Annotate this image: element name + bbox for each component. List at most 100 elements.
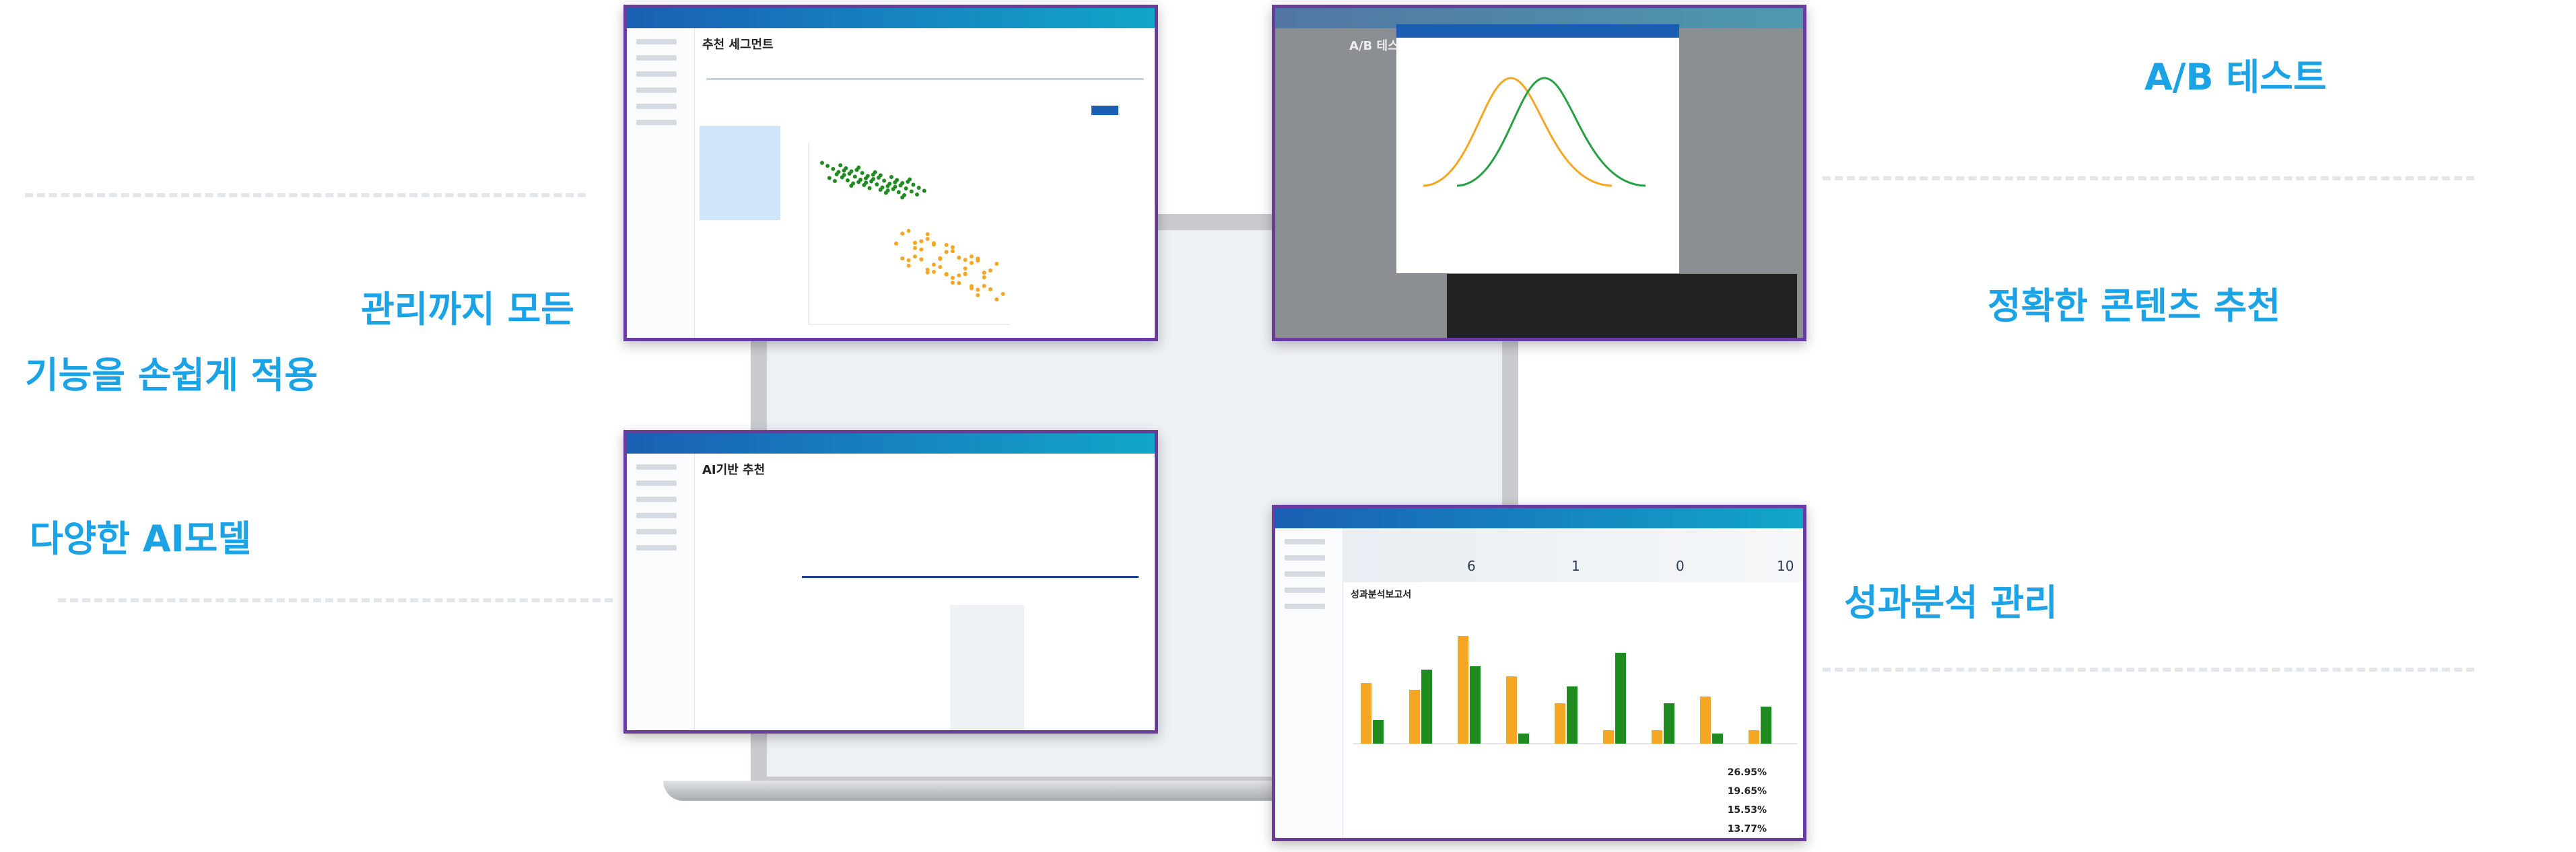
dot bbox=[919, 257, 924, 262]
dot bbox=[994, 297, 999, 301]
dot bbox=[854, 168, 859, 172]
bar bbox=[1506, 676, 1517, 744]
headline: 관리까지 모든 bbox=[361, 288, 574, 330]
dot bbox=[970, 254, 974, 259]
dot bbox=[871, 172, 875, 177]
dot bbox=[834, 172, 839, 176]
dot bbox=[833, 179, 837, 183]
screen-title: AI기반 추천 bbox=[702, 463, 766, 477]
screen-title: 추천 세그먼트 bbox=[702, 38, 774, 52]
dot bbox=[842, 168, 846, 173]
screen-title: 성과분석보고서 bbox=[1351, 590, 1412, 600]
headline: 다양한 AI모델 bbox=[30, 518, 252, 560]
stat-value: 6 bbox=[1467, 558, 1476, 574]
rate: 19.65% bbox=[1727, 786, 1767, 797]
dot bbox=[906, 180, 910, 184]
dot bbox=[885, 184, 890, 188]
dot bbox=[976, 258, 980, 263]
bar bbox=[1761, 707, 1771, 744]
button[interactable] bbox=[1091, 106, 1118, 115]
dot bbox=[856, 180, 861, 184]
dot bbox=[900, 256, 905, 261]
dot bbox=[894, 242, 898, 246]
stat-row bbox=[1343, 528, 1803, 582]
dot bbox=[938, 256, 943, 260]
dot bbox=[869, 179, 874, 184]
dot bbox=[911, 182, 916, 187]
dot bbox=[913, 240, 917, 245]
app-header bbox=[1275, 508, 1803, 528]
dot bbox=[878, 188, 883, 192]
screen-title: A/B 테스트 bbox=[1349, 39, 1411, 53]
dot bbox=[925, 232, 930, 237]
report-screen: 6 1 0 10 성과분석보고서 26.95% 19.65% 15.53% 13… bbox=[1272, 505, 1806, 841]
bar bbox=[1749, 730, 1759, 744]
bar bbox=[1518, 734, 1529, 744]
bar bbox=[1664, 703, 1674, 744]
dot bbox=[849, 184, 854, 188]
dot bbox=[951, 245, 955, 250]
dot bbox=[944, 250, 949, 254]
dot bbox=[944, 272, 949, 277]
list-panel bbox=[700, 126, 780, 220]
dot bbox=[916, 186, 921, 190]
dot bbox=[883, 190, 888, 195]
sidebar bbox=[1275, 528, 1343, 838]
dot bbox=[862, 183, 867, 187]
dot bbox=[852, 174, 857, 179]
dot bbox=[847, 172, 852, 176]
dot bbox=[932, 269, 936, 274]
dot bbox=[970, 260, 974, 265]
dot bbox=[877, 176, 881, 180]
bar bbox=[1567, 686, 1578, 744]
headline: 기능을 손쉽게 적용 bbox=[25, 354, 318, 396]
scatter-plot bbox=[808, 143, 1011, 325]
dot bbox=[831, 167, 836, 171]
thumbnails bbox=[1447, 274, 1797, 338]
app-header bbox=[627, 8, 1155, 28]
dot bbox=[919, 247, 924, 252]
headline: 정확한 콘텐츠 추천 bbox=[1988, 285, 2281, 327]
dot bbox=[820, 161, 824, 165]
dot bbox=[904, 186, 908, 190]
ab-test-screen: A/B 테스트 bbox=[1272, 5, 1806, 341]
dot bbox=[957, 281, 961, 285]
dot bbox=[906, 263, 911, 268]
dot bbox=[900, 195, 905, 200]
dot bbox=[922, 188, 926, 193]
dot bbox=[951, 249, 955, 254]
dot bbox=[867, 186, 872, 190]
bar bbox=[1470, 666, 1481, 744]
app-header bbox=[627, 433, 1155, 454]
dot bbox=[860, 171, 865, 175]
dot bbox=[898, 183, 903, 188]
dot bbox=[963, 258, 968, 262]
dot bbox=[840, 175, 844, 180]
modal-header bbox=[1396, 24, 1679, 38]
dot bbox=[988, 287, 992, 291]
modal bbox=[1396, 24, 1679, 273]
dot bbox=[875, 182, 879, 186]
dot bbox=[882, 178, 887, 183]
distribution-chart bbox=[1423, 77, 1646, 187]
dash-line bbox=[58, 598, 613, 602]
bar bbox=[1421, 670, 1432, 744]
dot bbox=[963, 267, 968, 271]
bar bbox=[1603, 730, 1614, 744]
bar bbox=[1555, 703, 1565, 744]
dot bbox=[932, 262, 936, 267]
rate: 15.53% bbox=[1727, 805, 1767, 816]
dot bbox=[913, 246, 917, 250]
bar bbox=[1700, 697, 1711, 744]
dot bbox=[896, 190, 901, 194]
dot bbox=[925, 270, 930, 275]
dot bbox=[951, 280, 955, 285]
model-card bbox=[950, 605, 1024, 730]
dot bbox=[827, 176, 832, 180]
top-list: 26.95% 19.65% 15.53% 13.77% bbox=[1625, 767, 1780, 838]
bar bbox=[1652, 730, 1662, 744]
dot bbox=[957, 273, 961, 278]
dot bbox=[957, 255, 961, 260]
dot bbox=[889, 175, 893, 179]
